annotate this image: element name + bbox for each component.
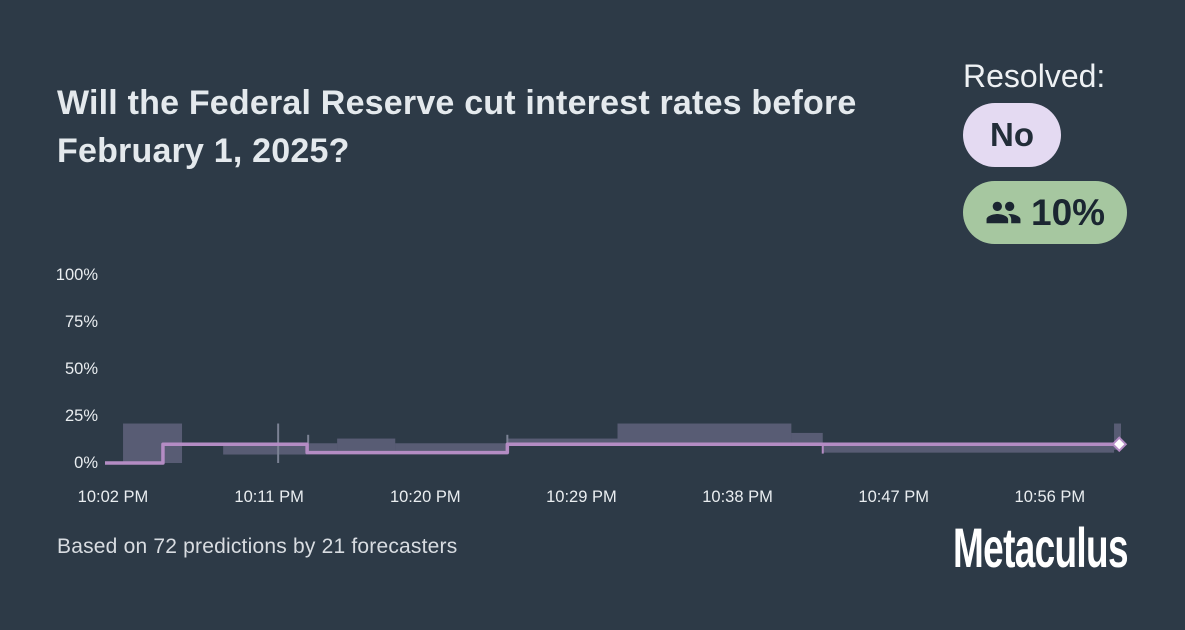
uncertainty-band — [395, 443, 508, 453]
uncertainty-band — [822, 444, 1115, 453]
resolution-block: Resolved: No 10% — [963, 58, 1143, 244]
uncertainty-band — [223, 445, 308, 455]
x-tick-label: 10:20 PM — [389, 488, 461, 506]
metaculus-logo: Metaculus — [953, 516, 1128, 579]
community-prediction-badge: 10% — [963, 181, 1128, 244]
y-tick-label: 75% — [64, 313, 98, 331]
y-tick-label: 0% — [74, 454, 98, 472]
resolution-badge: No — [963, 103, 1061, 167]
final-value-marker — [1111, 436, 1128, 453]
y-tick-label: 50% — [64, 360, 98, 378]
prediction-step-line — [105, 442, 1120, 465]
question-title: Will the Federal Reserve cut interest ra… — [57, 83, 857, 170]
x-tick-label: 10:02 PM — [77, 488, 149, 506]
x-tick-label: 10:11 PM — [234, 488, 304, 506]
y-tick-label: 25% — [64, 407, 98, 425]
uncertainty-band — [1114, 423, 1121, 450]
uncertainty-band — [791, 432, 823, 445]
x-tick-label: 10:56 PM — [1014, 488, 1086, 506]
people-group-icon — [986, 201, 1021, 224]
y-tick-label: 100% — [55, 266, 98, 284]
prediction-stats: Based on 72 predictions by 21 forecaster… — [57, 535, 458, 558]
resolved-label: Resolved: — [963, 58, 1106, 94]
x-tick-label: 10:47 PM — [858, 488, 930, 506]
uncertainty-band — [337, 438, 396, 453]
x-tick-label: 10:38 PM — [702, 488, 773, 506]
x-tick-label: 10:29 PM — [546, 488, 617, 506]
uncertainty-band — [617, 423, 792, 445]
community-prediction-value: 10% — [1031, 191, 1106, 233]
uncertainty-band — [307, 443, 338, 453]
uncertainty-band — [507, 438, 618, 445]
